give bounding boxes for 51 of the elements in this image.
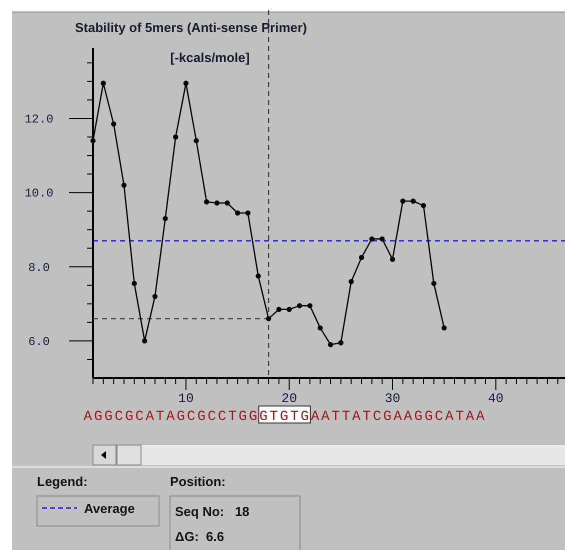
legend-label: Average: [84, 501, 135, 516]
text: Seq No: 18: [175, 504, 250, 519]
point: [431, 280, 436, 286]
point: [132, 280, 137, 286]
point: [224, 200, 230, 206]
point: [296, 303, 302, 308]
point: [348, 278, 354, 284]
point: [390, 256, 396, 262]
y-tick-label: 12.0: [24, 112, 54, 126]
point: [162, 216, 168, 222]
legend-title: Legend:: [37, 474, 88, 489]
point: [142, 338, 148, 344]
text: ΔG: 6.6: [175, 529, 224, 544]
x-tick-label: 20: [281, 391, 298, 406]
point: [204, 199, 210, 204]
point: [121, 182, 127, 188]
point: [276, 306, 282, 312]
point: [400, 198, 406, 204]
point: [234, 210, 240, 216]
point: [100, 80, 106, 86]
y-tick-label: 6.0: [28, 334, 50, 349]
y-axis-title: [-kcals/mole]: [170, 50, 250, 65]
y-tick-label: 8.0: [28, 260, 50, 275]
y-tick-label: 10.0: [24, 186, 54, 201]
x-tick-label: 40: [488, 391, 504, 406]
point: [111, 121, 116, 127]
point: [286, 306, 292, 312]
text: AGGCGCATAGCGCCTGGGTGTGAATTATCGAAGGCATAA: [84, 409, 485, 425]
point: [338, 340, 344, 346]
point: [152, 294, 158, 300]
x-tick-label: 30: [384, 391, 400, 406]
point: [318, 325, 323, 331]
point: [369, 236, 374, 242]
point: [183, 80, 189, 86]
point: [442, 325, 447, 331]
point: [173, 134, 178, 140]
point: [328, 342, 334, 348]
point: [245, 210, 251, 216]
point: [194, 138, 199, 144]
point: [266, 316, 272, 322]
point: [256, 273, 261, 279]
text: Position:: [170, 474, 226, 489]
chart-title: Stability of 5mers (Anti-sense Primer): [75, 20, 307, 35]
point: [420, 202, 426, 208]
point: [410, 198, 416, 204]
point: [214, 200, 220, 206]
point: [307, 303, 312, 308]
point: [90, 138, 96, 144]
x-tick-label: 10: [178, 391, 194, 406]
point: [380, 236, 385, 242]
point: [358, 254, 364, 260]
